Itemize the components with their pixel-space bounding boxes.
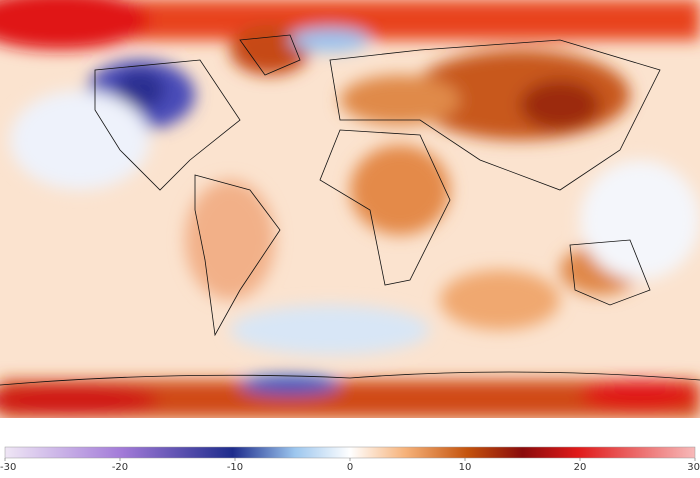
colorbar-tick-label: -10: [227, 462, 243, 473]
anomaly-map: [0, 0, 700, 418]
colorbar: [4, 446, 696, 459]
colorbar-ramp: [4, 446, 696, 459]
colorbar-tick-label: 30: [687, 462, 700, 473]
colorbar-tick-label: -30: [0, 462, 16, 473]
colorbar-tick-label: -20: [112, 462, 128, 473]
colorbar-tick-label: 0: [347, 462, 353, 473]
colorbar-tick-label: 10: [459, 462, 472, 473]
colorbar-tick-label: 20: [574, 462, 587, 473]
